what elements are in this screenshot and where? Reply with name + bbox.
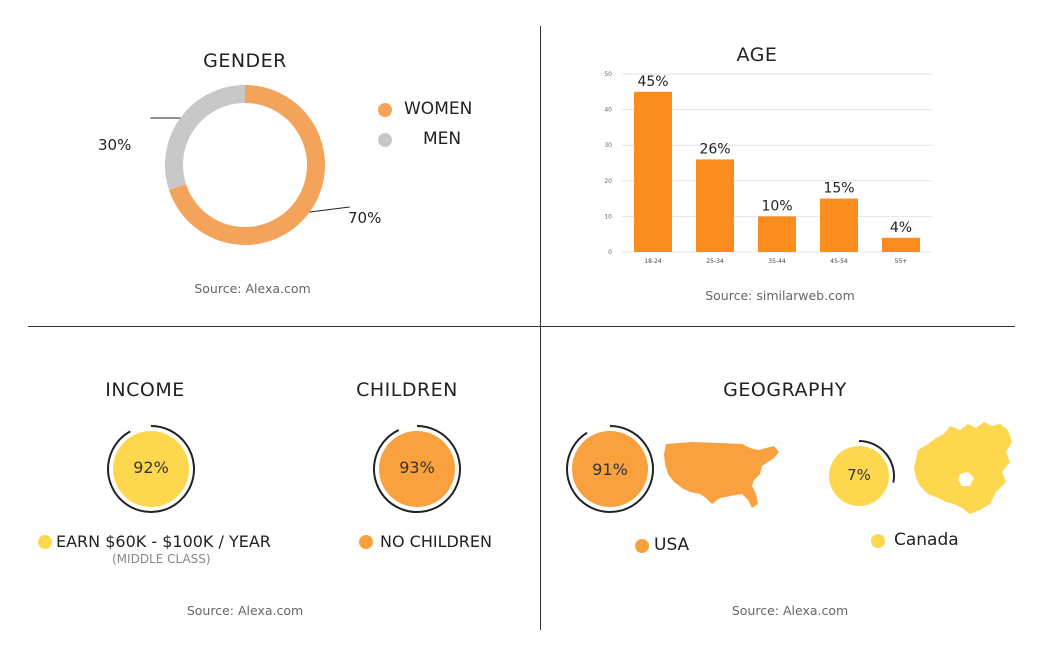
age-data-label: 4% (890, 220, 912, 236)
gender-slice-women (168, 85, 325, 245)
age-xtick-label: 18-24 (644, 258, 662, 265)
age-ytick-label: 10 (604, 213, 612, 220)
children-legend-swatch (359, 535, 373, 549)
gender-donut-chart (150, 85, 350, 245)
legend-men-label: MEN (423, 129, 462, 149)
age-bar-55+ (882, 237, 920, 252)
age-data-label: 26% (699, 141, 730, 157)
gender-source: Source: Alexa.com (194, 281, 311, 296)
gender-label-women: 70% (348, 209, 382, 227)
age-bar-45-54 (820, 198, 858, 252)
canada-map-icon (914, 422, 1012, 514)
gender-leader-line (309, 206, 350, 213)
vertical-divider (540, 26, 541, 630)
usa-circle-fill (572, 431, 648, 507)
age-ytick-label: 40 (604, 107, 612, 114)
geography-source: Source: Alexa.com (731, 603, 849, 618)
age-ytick-label: 20 (604, 178, 612, 185)
income-legend-sub: (MIDDLE CLASS) (112, 552, 211, 566)
geography-title: GEOGRAPHY (723, 379, 847, 401)
age-data-label: 15% (823, 181, 854, 197)
income-circle-fill (113, 431, 189, 507)
children-legend-label: NO CHILDREN (380, 532, 492, 551)
gender-label-men: 30% (98, 136, 132, 154)
gender-slice-men (165, 85, 246, 190)
age-ytick-label: 0 (608, 249, 612, 256)
canada-value: 7% (847, 466, 871, 484)
children-title: CHILDREN (356, 379, 458, 401)
usa-circle (565, 425, 654, 513)
age-xtick-label: 55+ (895, 258, 908, 265)
age-ytick-label: 50 (604, 71, 612, 78)
age-xtick-label: 25-34 (706, 258, 724, 265)
age-bar-25-34 (696, 159, 734, 252)
age-title: AGE (736, 44, 778, 66)
canada-legend-swatch (871, 534, 885, 548)
legend-women-swatch (378, 103, 392, 117)
canada-circle-fill (829, 446, 889, 506)
income-legend-swatch (38, 535, 52, 549)
age-bar-35-44 (758, 216, 796, 252)
horizontal-divider (28, 326, 1015, 327)
canada-legend-label: Canada (894, 530, 959, 550)
canada-circle (829, 440, 895, 506)
age-xtick-label: 45-54 (830, 258, 848, 265)
income-value: 92% (133, 458, 169, 477)
children-value: 93% (399, 458, 435, 477)
usa-legend-swatch (635, 539, 649, 553)
income-title: INCOME (105, 379, 185, 401)
children-circle (372, 425, 461, 513)
legend-men-swatch (378, 133, 392, 147)
legend-women-label: WOMEN (404, 99, 473, 119)
gender-title: GENDER (203, 50, 287, 72)
income-circle (107, 425, 195, 513)
usa-map-icon (664, 442, 779, 508)
usa-progress-arc (565, 425, 654, 513)
age-bar-18-24 (634, 91, 672, 252)
age-xtick-label: 35-44 (768, 258, 786, 265)
children-income-source: Source: Alexa.com (186, 603, 304, 618)
income-legend-label: EARN $60K - $100K / YEAR (56, 532, 271, 551)
children-progress-arc (372, 425, 461, 513)
age-source: Source: similarweb.com (705, 288, 855, 303)
usa-value: 91% (592, 460, 628, 479)
age-data-label: 10% (761, 198, 792, 214)
canada-progress-arc (858, 440, 895, 483)
age-bar-chart: 0 10 20 30 40 50 45% 18-24 26% 25-34 10% 35-44 15% 4… (604, 71, 932, 265)
children-circle-fill (379, 431, 455, 507)
usa-legend-label: USA (654, 535, 690, 555)
age-ytick-label: 30 (604, 142, 612, 149)
age-data-label: 45% (637, 74, 668, 90)
income-progress-arc (107, 425, 195, 513)
